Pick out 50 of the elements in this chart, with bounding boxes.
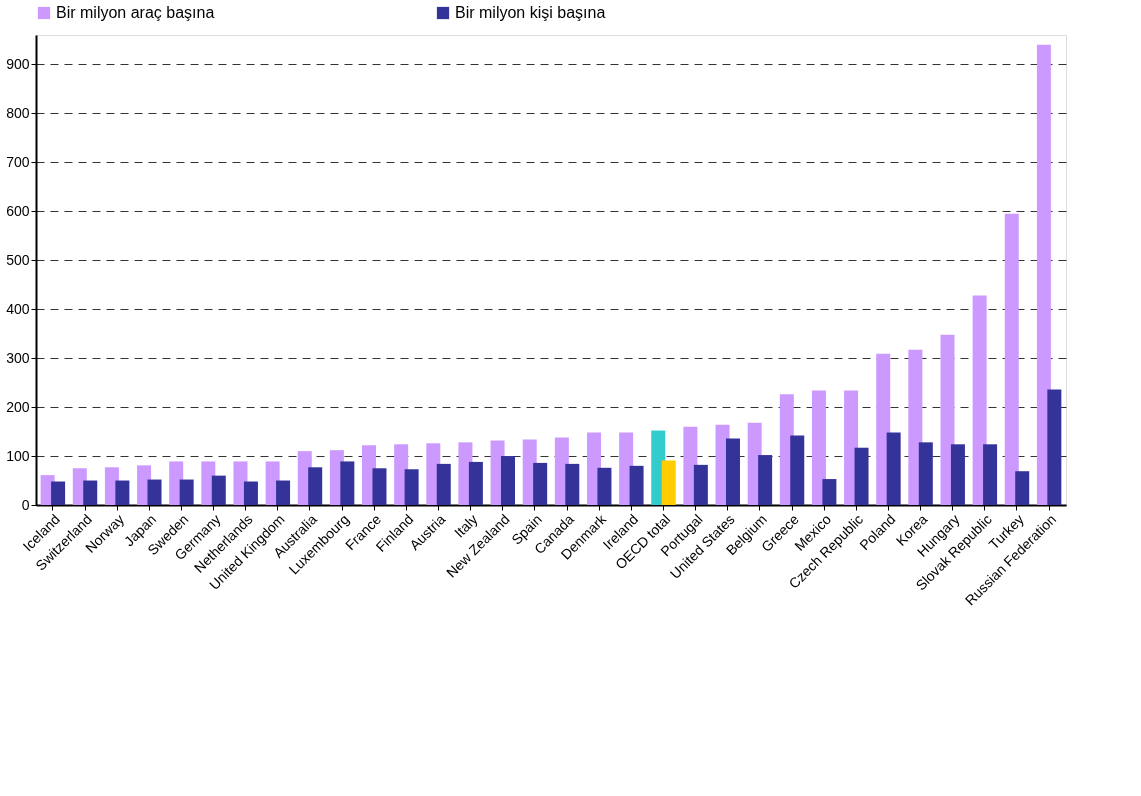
y-tick-label: 900 — [6, 55, 30, 72]
bar — [1015, 471, 1030, 505]
bar — [340, 461, 355, 505]
y-tick-label: 700 — [6, 153, 30, 170]
bar — [854, 447, 869, 505]
bar — [758, 455, 773, 505]
y-tick-label: 200 — [6, 398, 30, 415]
bar — [436, 463, 451, 505]
bar — [725, 438, 740, 505]
y-tick-label: 500 — [6, 251, 30, 268]
bar — [83, 480, 98, 505]
bar — [211, 475, 226, 505]
bar — [372, 468, 387, 505]
bar — [886, 432, 901, 505]
bar — [972, 295, 987, 505]
bar — [276, 480, 291, 505]
bar — [147, 479, 162, 505]
bar — [533, 462, 548, 505]
bar — [950, 444, 965, 505]
bar — [918, 442, 933, 505]
y-tick-label: 800 — [6, 104, 30, 121]
bar — [565, 463, 580, 505]
bar — [1047, 389, 1062, 505]
y-tick-label: 300 — [6, 349, 30, 366]
bar — [661, 460, 676, 505]
bar — [243, 481, 258, 505]
bar — [404, 469, 419, 505]
bar — [983, 444, 998, 505]
y-tick-label: 600 — [6, 202, 30, 219]
bar — [51, 481, 66, 505]
bar — [115, 480, 130, 505]
bar — [811, 390, 826, 505]
y-tick-label: 400 — [6, 300, 30, 317]
bar — [501, 456, 516, 505]
bar — [940, 334, 955, 505]
bar — [597, 467, 612, 505]
bar — [629, 465, 644, 505]
bar — [822, 479, 837, 505]
bar — [693, 464, 708, 505]
bar — [1036, 44, 1051, 505]
bar — [1004, 213, 1019, 505]
bar — [308, 467, 323, 505]
bar — [179, 479, 194, 505]
bar — [790, 435, 805, 505]
bar — [468, 461, 483, 505]
y-tick-label: 100 — [6, 447, 30, 464]
legend-label: Bir milyon kişi başına — [455, 4, 606, 21]
bar — [908, 349, 923, 505]
y-tick-label: 0 — [21, 496, 30, 513]
legend-label: Bir milyon araç başına — [56, 4, 215, 21]
